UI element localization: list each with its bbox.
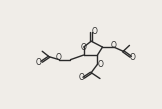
Text: O: O: [56, 53, 62, 62]
Text: O: O: [130, 53, 136, 62]
Text: O: O: [97, 60, 103, 69]
Text: O: O: [81, 43, 87, 52]
Text: O: O: [110, 41, 116, 50]
Text: O: O: [91, 27, 97, 37]
Text: O: O: [36, 58, 42, 67]
Text: O: O: [78, 73, 84, 82]
